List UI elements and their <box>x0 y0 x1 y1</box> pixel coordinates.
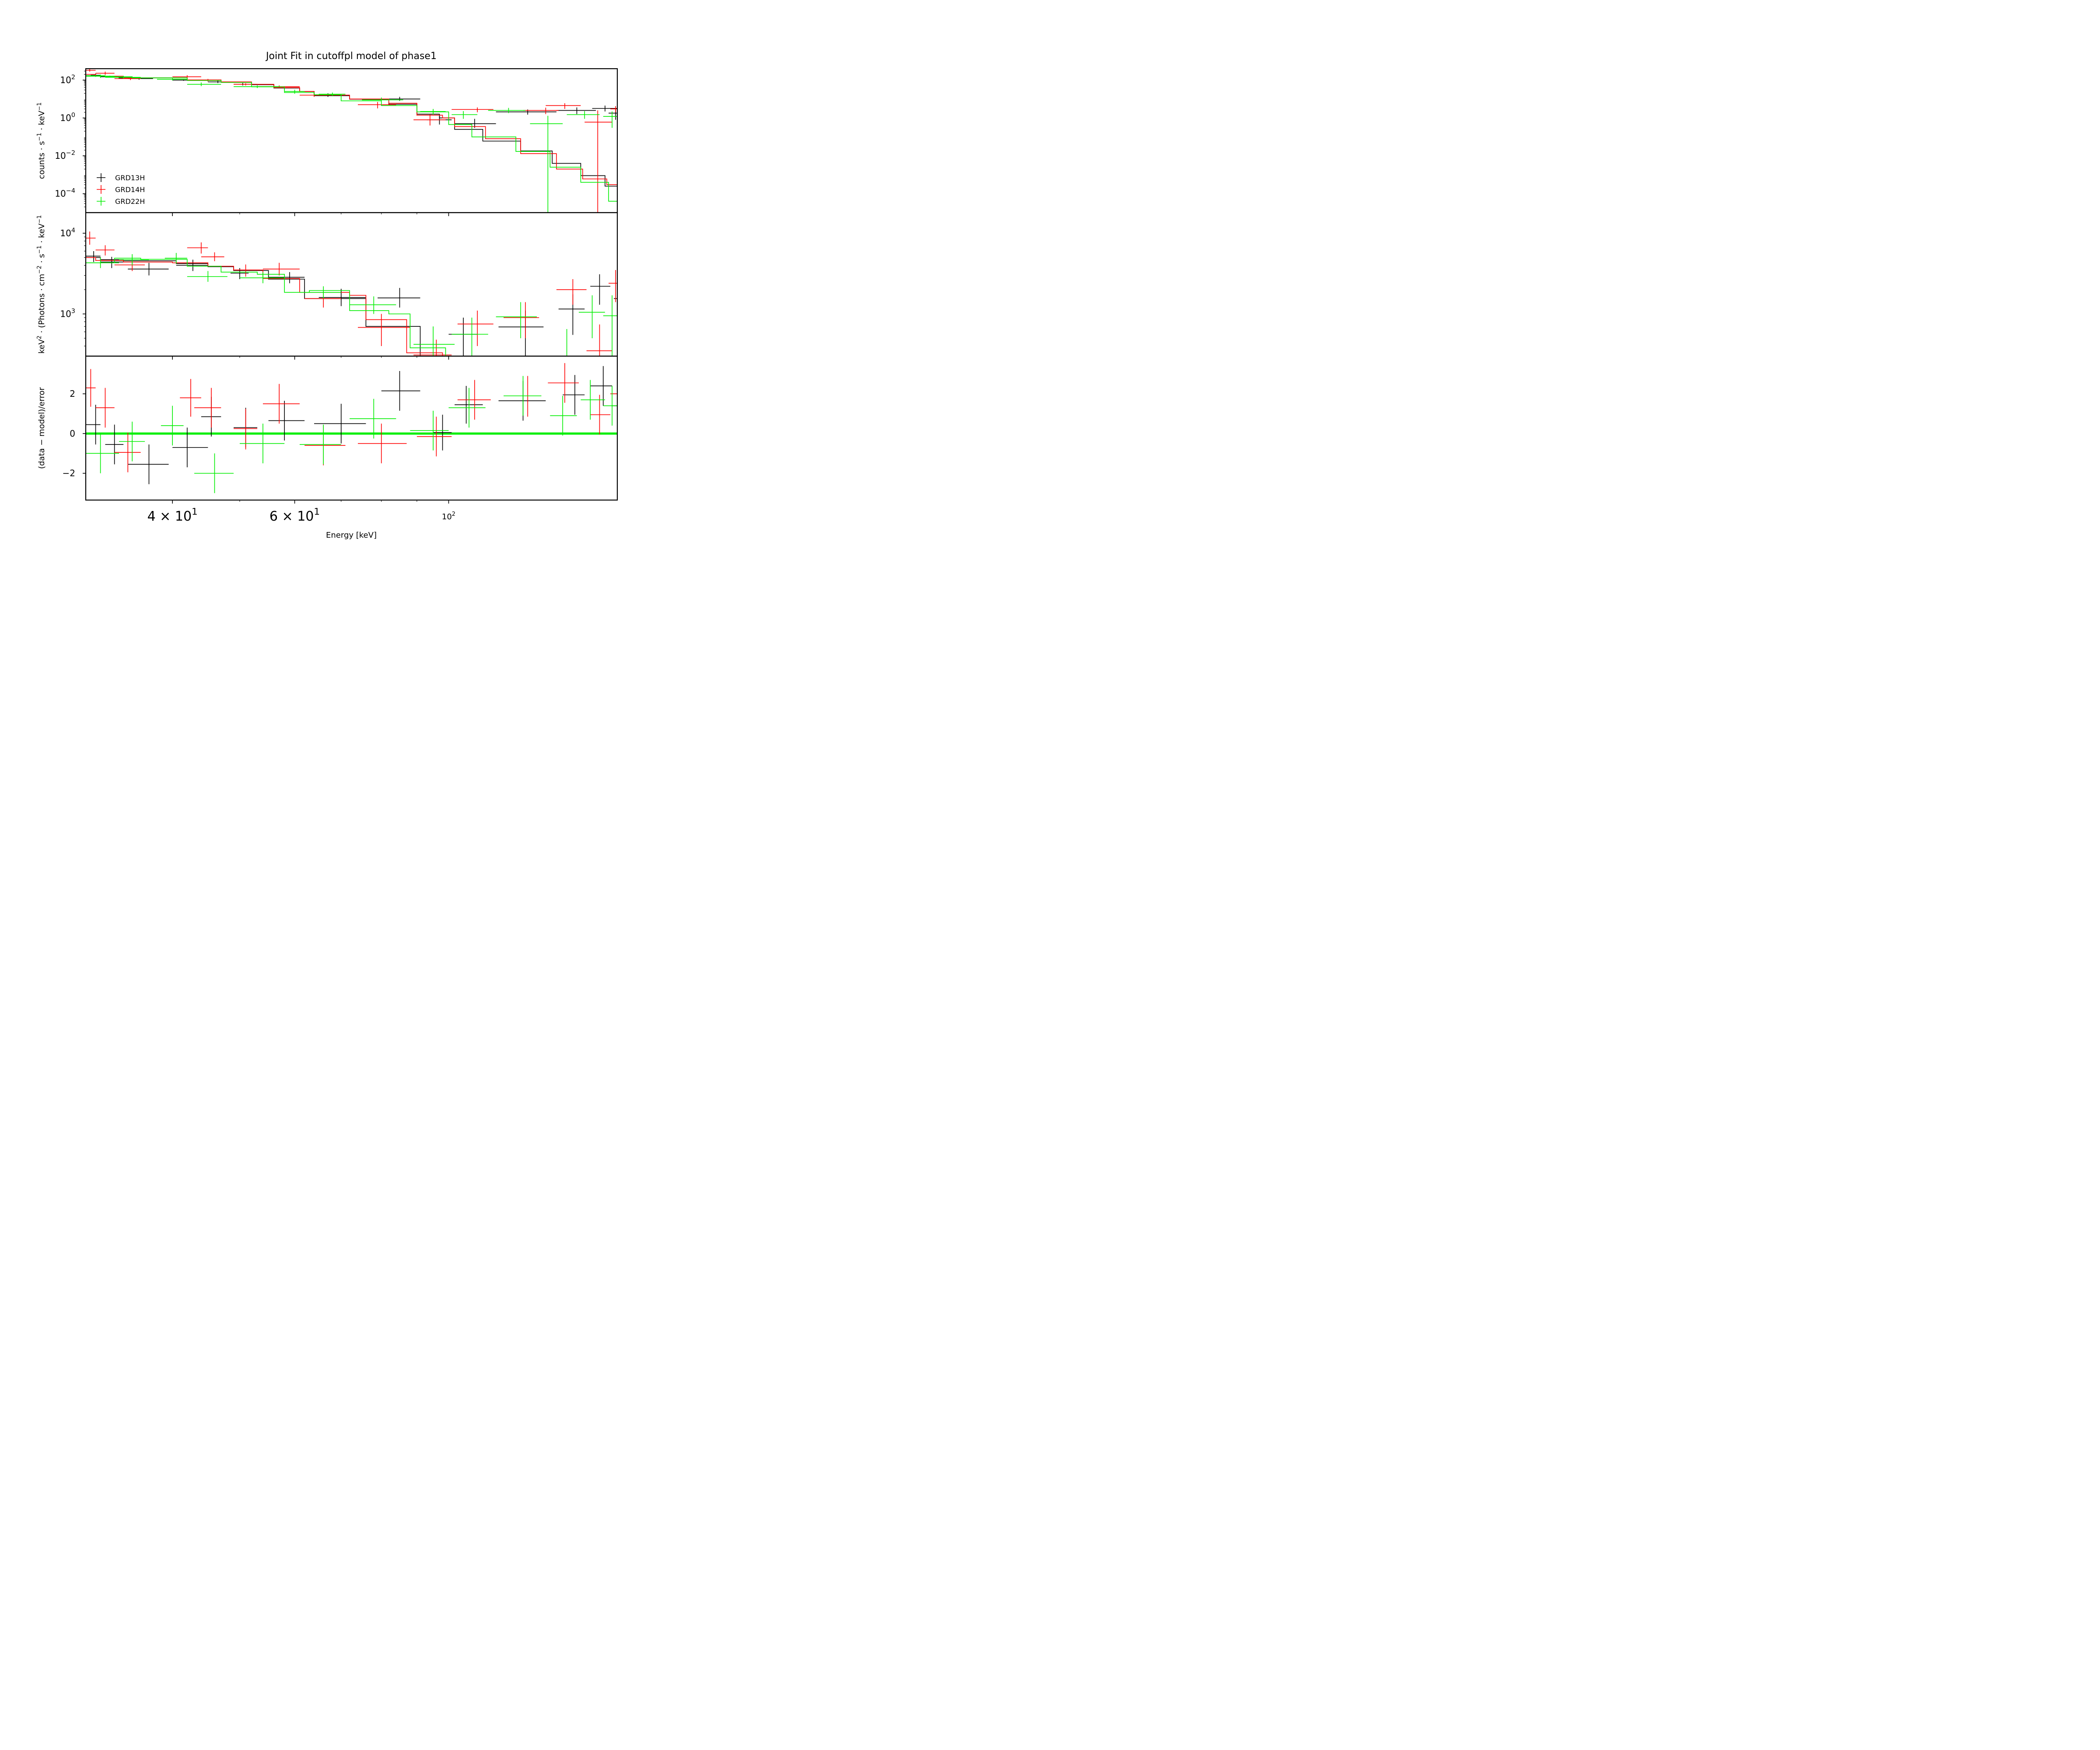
legend-label-grd14h: GRD14H <box>115 186 145 194</box>
legend-label-grd13h: GRD13H <box>115 174 145 182</box>
resid-y-tick-label: −2 <box>63 468 75 479</box>
resid-y-tick-label: 0 <box>70 428 75 439</box>
efe-model-grd22h <box>86 258 458 356</box>
efe-y-tick-label: 103 <box>60 308 75 319</box>
panel-counts: 102 100 10−2 10−4 counts · s−1 · keV−1 <box>36 68 618 216</box>
counts-y-axis-label: counts · s−1 · keV−1 <box>36 102 46 179</box>
counts-model-grd14h <box>86 74 617 185</box>
efe-y-tick-label: 104 <box>60 227 75 238</box>
figure-background <box>0 0 679 566</box>
resid-y-axis-label: (data − model)/error <box>37 387 46 469</box>
panel-resid: 2 0 −2 (data − model)/error <box>37 355 618 504</box>
efe-plot-area <box>86 231 617 356</box>
counts-y-tick-label: 100 <box>60 112 75 123</box>
x-axis: 4 × 101 6 × 101 102 <box>147 507 455 525</box>
panel-efe: 104 103 keV2 · (Photons · cm−2 · s−1 · keV… <box>36 212 618 360</box>
resid-frame <box>85 355 618 501</box>
x-axis-label: Energy [keV] <box>326 531 377 540</box>
counts-y-tick-label: 10−2 <box>55 150 75 161</box>
efe-y-axis-label: keV2 · (Photons · cm−2 · s−1 · keV−1 <box>36 215 46 354</box>
counts-y-tick-label: 10−4 <box>55 188 75 199</box>
x-tick-label: 102 <box>442 511 455 522</box>
x-tick-label: 6 × 101 <box>270 507 320 525</box>
x-tick-label: 4 × 101 <box>147 507 198 525</box>
resid-y-tick-label: 2 <box>70 388 75 399</box>
chart-title: Joint Fit in cutoffpl model of phase1 <box>265 51 437 62</box>
counts-plot-area <box>86 69 617 213</box>
counts-y-tick-label: 102 <box>60 74 75 85</box>
legend: GRD13H GRD14H GRD22H <box>97 173 145 206</box>
resid-plot-area <box>86 363 617 494</box>
figure: Joint Fit in cutoffpl model of phase1 10… <box>0 0 679 566</box>
legend-label-grd22h: GRD22H <box>115 197 145 206</box>
